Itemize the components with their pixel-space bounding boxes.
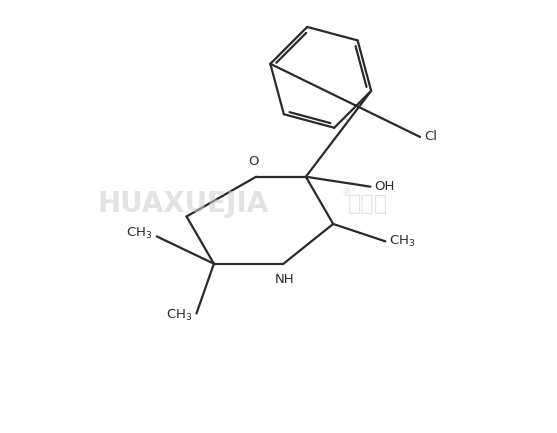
Text: HUAXUEJIA: HUAXUEJIA [97,190,268,218]
Text: ®: ® [342,187,352,197]
Text: NH: NH [275,273,294,286]
Text: Cl: Cl [424,130,437,143]
Text: 化学加: 化学加 [348,194,388,214]
Text: CH$_3$: CH$_3$ [126,226,153,242]
Text: OH: OH [374,180,395,193]
Text: CH$_3$: CH$_3$ [389,234,416,249]
Text: O: O [248,155,259,168]
Text: CH$_3$: CH$_3$ [166,308,193,323]
